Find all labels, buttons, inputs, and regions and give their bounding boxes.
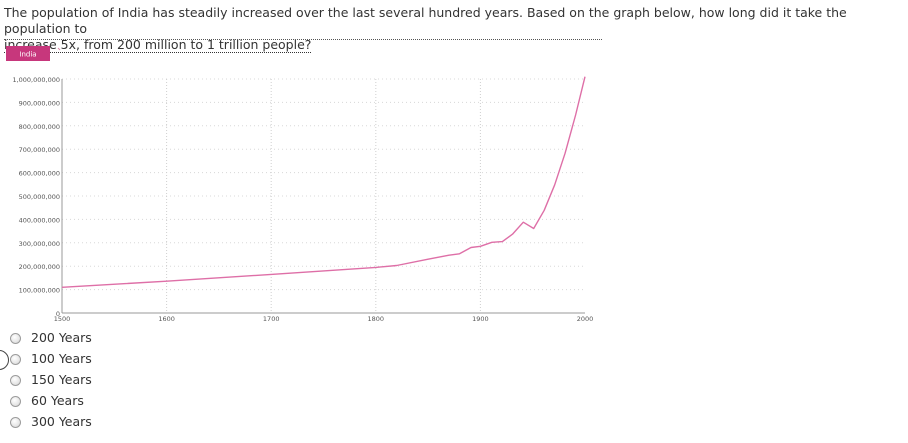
y-tick-label: 900,000,000: [19, 99, 60, 107]
choice-100-years[interactable]: 100 Years: [0, 349, 200, 370]
choice-label: 60 Years: [31, 393, 84, 408]
x-tick-label: 1800: [368, 315, 385, 323]
x-tick-label: 2000: [577, 315, 594, 323]
series-line-india: [61, 76, 586, 288]
question-line-2: increase 5x, from 200 million to 1 trill…: [4, 37, 904, 53]
y-tick-label: 700,000,000: [19, 146, 60, 154]
radio-button[interactable]: [10, 417, 21, 428]
radio-button[interactable]: [10, 354, 21, 365]
y-tick-label: 0: [56, 310, 60, 318]
choice-150-years[interactable]: 150 Years: [0, 370, 200, 390]
question-line-2-text: increase 5x, from 200 million to 1 trill…: [4, 37, 312, 53]
y-tick-label: 500,000,000: [19, 193, 60, 201]
question-divider: [4, 39, 602, 40]
question-text: The population of India has steadily inc…: [4, 5, 904, 53]
choice-label: 300 Years: [31, 414, 92, 429]
y-tick-label: 800,000,000: [19, 123, 60, 131]
legend-swatch: [6, 46, 50, 61]
y-tick-label: 400,000,000: [19, 216, 60, 224]
x-tick-label: 1900: [472, 315, 489, 323]
population-chart: India 0 100,000,000 200,000,000 300,000,000 4…: [0, 42, 600, 324]
legend-label: India: [19, 51, 36, 59]
legend-tick-mark: [57, 47, 61, 51]
x-tick-label: 1500: [54, 315, 71, 323]
question-line-1: The population of India has steadily inc…: [4, 5, 847, 36]
y-tick-label: 200,000,000: [19, 263, 60, 271]
focus-ring: [0, 350, 9, 370]
chart-svg: India 0 100,000,000 200,000,000 300,000,000 4…: [6, 46, 594, 323]
y-tick-label: 600,000,000: [19, 170, 60, 178]
radio-button[interactable]: [10, 396, 21, 407]
choice-200-years[interactable]: 200 Years: [0, 328, 200, 348]
x-tick-label: 1600: [158, 315, 175, 323]
choice-label: 150 Years: [31, 372, 92, 387]
y-tick-label: 300,000,000: [19, 240, 60, 248]
radio-button[interactable]: [10, 375, 21, 386]
choice-label: 100 Years: [31, 351, 92, 366]
choice-label: 200 Years: [31, 330, 92, 345]
y-tick-label: 100,000,000: [19, 287, 60, 295]
x-tick-label: 1700: [263, 315, 280, 323]
radio-button[interactable]: [10, 333, 21, 344]
choice-300-years[interactable]: 300 Years: [0, 412, 200, 432]
choice-60-years[interactable]: 60 Years: [0, 391, 200, 411]
y-tick-label: 1,000,000,000: [12, 76, 60, 84]
